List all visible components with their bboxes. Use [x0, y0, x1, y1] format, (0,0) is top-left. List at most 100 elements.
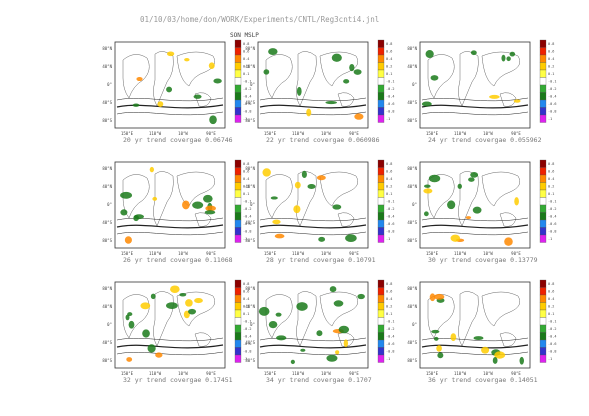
lon-tick-label: 150°E — [121, 371, 134, 376]
colorbar-swatch — [234, 279, 242, 288]
colorbar-swatch — [539, 99, 547, 108]
trend-patch — [166, 86, 173, 93]
colorbar-label: 0.4 — [386, 297, 392, 301]
colorbar-swatch — [539, 114, 547, 123]
colorbar: 0.8 0.6 0.4 0.2 0.1 -0.1 -0.2 -0.4 -0.6 -0.8 -1 — [539, 159, 556, 243]
contour-line — [259, 337, 367, 342]
colorbar-swatch — [377, 279, 385, 288]
colorbar-label: -1 — [243, 117, 247, 121]
lat-tick-label: 40°S — [407, 220, 417, 225]
trend-patch — [423, 188, 433, 194]
coastline — [427, 171, 520, 227]
trend-patch — [166, 302, 178, 310]
colorbar-swatch — [234, 197, 242, 206]
lon-tick-label: 90°E — [206, 131, 216, 136]
trend-patch — [120, 209, 128, 216]
colorbar-swatch — [234, 167, 242, 176]
colorbar-swatch — [377, 197, 385, 206]
map-panel: 80°N 40°N 0° 40°S 80°S 150°E 110°W 10°W 90°E20 y… — [102, 39, 251, 144]
contour-line — [259, 217, 367, 222]
panel-caption: 26 yr trend covergae 0.11068 — [123, 256, 233, 264]
colorbar-label: 0.4 — [548, 297, 554, 301]
trend-patch — [421, 101, 432, 107]
lon-tick-label: 110°W — [149, 371, 162, 376]
colorbar-label: -0.4 — [243, 95, 251, 99]
trend-patch — [513, 99, 521, 103]
trend-patch — [338, 325, 350, 334]
colorbar-label: -0.4 — [386, 95, 394, 99]
colorbar-label: 0.1 — [548, 72, 554, 76]
trend-patch — [329, 286, 337, 293]
colorbar-label: -0.8 — [548, 230, 556, 234]
colorbar-swatch — [234, 294, 242, 303]
colorbar-swatch — [377, 324, 385, 333]
trend-patch — [134, 214, 144, 220]
lat-tick-label: 80°S — [102, 118, 112, 123]
map-panel: 80°N 40°N 0° 40°S 80°S 150°E 110°W 10°W 90°E24 y… — [407, 39, 556, 144]
lat-tick-label: 40°S — [102, 220, 112, 225]
lat-tick-label: 40°S — [407, 340, 417, 345]
lat-tick-label: 40°S — [245, 100, 255, 105]
trend-patch — [519, 356, 524, 365]
colorbar-swatch — [377, 212, 385, 221]
lon-tick-label: 90°E — [349, 251, 359, 256]
colorbar-swatch — [377, 302, 385, 311]
contour-line — [421, 224, 529, 229]
trend-patch — [332, 204, 342, 210]
trend-patch — [157, 101, 164, 108]
colorbar-swatch — [539, 84, 547, 93]
colorbar-label: 0.6 — [386, 170, 392, 174]
lon-tick-label: 150°E — [264, 251, 277, 256]
colorbar-swatch — [234, 107, 242, 116]
lat-tick-label: 80°S — [245, 238, 255, 243]
trend-patch — [450, 333, 457, 342]
colorbar-label: 0.1 — [548, 192, 554, 196]
coastline — [122, 171, 215, 227]
trend-patch — [193, 94, 202, 99]
colorbar-label: 0.2 — [386, 185, 392, 189]
lon-tick-label: 150°E — [264, 371, 277, 376]
trend-patch — [447, 200, 456, 210]
colorbar-swatch — [539, 77, 547, 86]
contour-line — [421, 337, 529, 342]
lat-tick-label: 80°N — [102, 46, 112, 51]
colorbar-swatch — [377, 347, 385, 356]
colorbar-label: -0.2 — [243, 207, 251, 211]
colorbar-label: 0.1 — [386, 312, 392, 316]
colorbar-swatch — [377, 62, 385, 71]
contour-line — [116, 337, 224, 342]
lat-tick-label: 40°N — [102, 184, 112, 189]
colorbar-label: 0.8 — [548, 162, 554, 166]
lat-tick-label: 0° — [412, 322, 417, 327]
trend-patch — [204, 210, 216, 215]
map-frame — [257, 41, 369, 129]
map-frame — [257, 161, 369, 249]
trend-patch — [182, 200, 190, 210]
trend-patch — [203, 194, 213, 203]
panel-caption: 22 yr trend covergae 0.060986 — [266, 136, 380, 144]
trend-patch — [318, 236, 326, 242]
colorbar-label: 0.4 — [386, 177, 392, 181]
colorbar-swatch — [377, 182, 385, 191]
colorbar-swatch — [539, 279, 547, 288]
trend-patch — [316, 330, 323, 337]
trend-patch — [184, 58, 190, 62]
trend-patch — [209, 115, 217, 125]
colorbar-label: -0.2 — [243, 87, 251, 91]
contour-line — [259, 351, 367, 356]
colorbar-swatch — [539, 219, 547, 228]
colorbar-swatch — [234, 54, 242, 63]
lat-tick-label: 0° — [412, 202, 417, 207]
colorbar: 0.8 0.6 0.4 0.2 0.1 -0.1 -0.2 -0.4 -0.6 -0.8 -1 — [234, 39, 251, 123]
colorbar-swatch — [234, 324, 242, 333]
colorbar-swatch — [377, 114, 385, 123]
lat-tick-label: 40°N — [407, 64, 417, 69]
colorbar-swatch — [377, 174, 385, 183]
colorbar-label: -0.1 — [243, 80, 251, 84]
map-panel: 80°N 40°N 0° 40°S 80°S 150°E 110°W 10°W 90°E26 y… — [102, 159, 251, 264]
colorbar-label: -0.8 — [243, 230, 251, 234]
colorbar-swatch — [539, 174, 547, 183]
contour-line — [116, 104, 224, 109]
